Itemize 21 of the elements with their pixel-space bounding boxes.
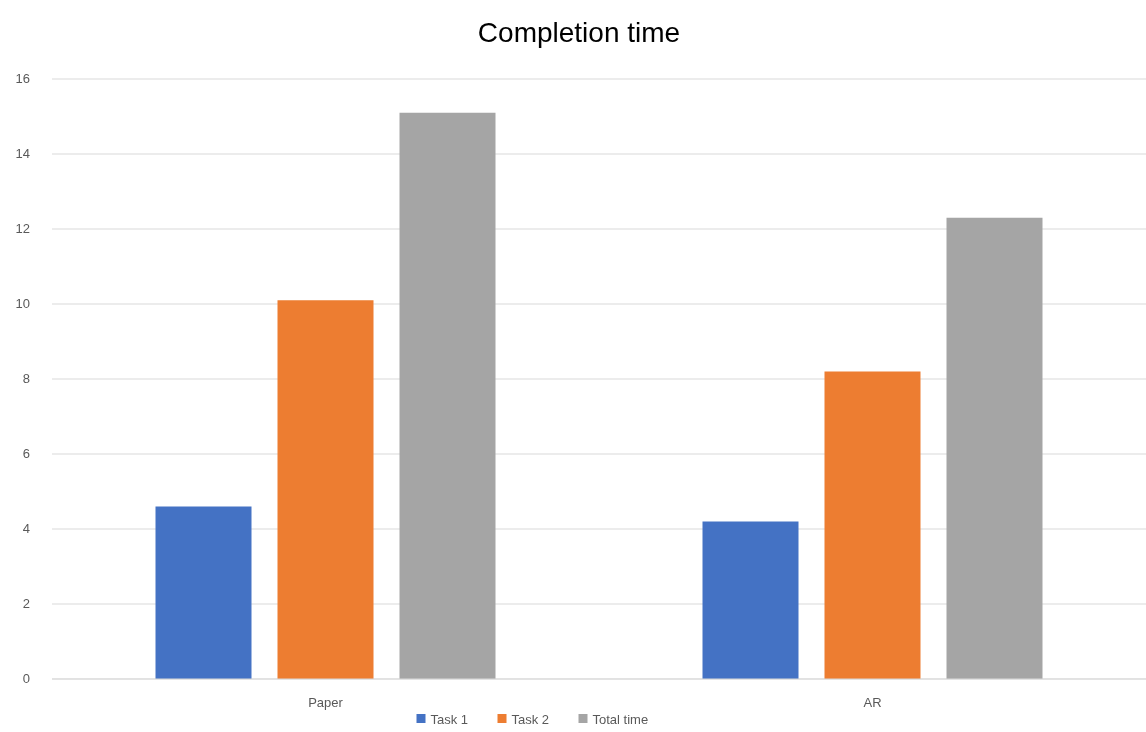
- legend-label: Total time: [592, 712, 649, 727]
- bar: [702, 521, 799, 679]
- y-tick-label: 14: [15, 146, 30, 161]
- y-tick-label: 8: [22, 371, 30, 386]
- bar: [946, 217, 1043, 679]
- y-tick-label: 12: [15, 221, 30, 236]
- y-tick-label: 0: [22, 671, 30, 686]
- legend-label: Task 2: [511, 712, 550, 727]
- legend-label: Task 1: [430, 712, 469, 727]
- y-tick-label: 4: [22, 521, 30, 536]
- x-tick-label: Paper: [308, 695, 344, 710]
- bar: [277, 300, 374, 679]
- y-tick-label: 16: [15, 71, 30, 86]
- x-tick-label: AR: [863, 695, 882, 710]
- bar: [824, 371, 921, 679]
- bar: [399, 112, 496, 679]
- chart-title: Completion time: [477, 17, 681, 48]
- y-tick-label: 10: [15, 296, 30, 311]
- y-tick-label: 2: [22, 596, 30, 611]
- y-tick-label: 6: [22, 446, 30, 461]
- bar: [155, 506, 252, 679]
